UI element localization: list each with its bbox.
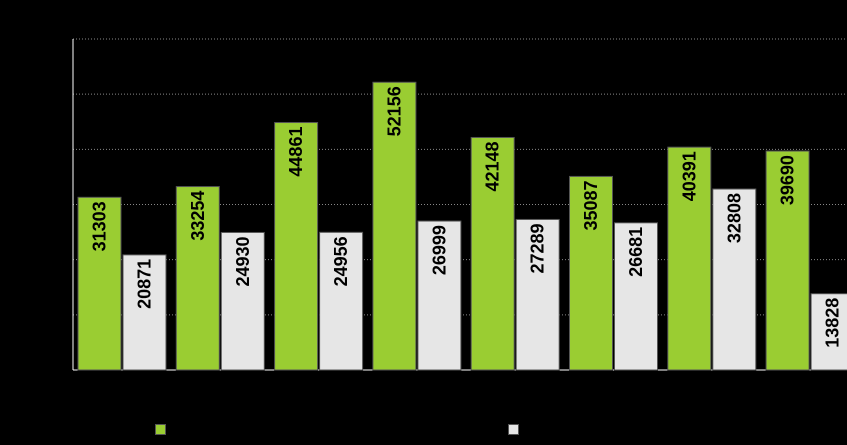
bar-series-2 — [515, 218, 560, 371]
bar-series-2 — [122, 254, 167, 371]
bar-series-1 — [175, 186, 220, 371]
bar-data-label: 31303 — [90, 201, 110, 251]
legend-item-series-2 — [508, 424, 519, 435]
bar-data-label: 24956 — [331, 236, 351, 286]
bar-series-2 — [319, 231, 364, 371]
bar-data-label: 40391 — [679, 151, 699, 201]
bar-data-label: 27289 — [528, 223, 548, 273]
bar-data-label: 32808 — [724, 193, 744, 243]
bar-data-label: 26681 — [626, 227, 646, 277]
bar-series-2 — [417, 220, 462, 371]
legend-swatch-series-1 — [155, 424, 166, 435]
bar-series-2 — [810, 293, 847, 371]
bar-series-1 — [77, 196, 122, 371]
bar-data-label: 35087 — [581, 180, 601, 230]
bar-data-label: 24930 — [233, 236, 253, 286]
bar-series-1 — [470, 136, 515, 371]
bar-data-label: 39690 — [778, 155, 798, 205]
bar-series-1 — [274, 122, 319, 371]
bar-series-2 — [614, 222, 658, 371]
bar-series-1 — [765, 150, 810, 371]
bar-data-label: 33254 — [188, 191, 208, 241]
bar-data-label: 44861 — [286, 127, 306, 177]
bar-data-label: 52156 — [384, 86, 404, 136]
bar-series-1 — [372, 81, 417, 371]
bar-series-1 — [569, 175, 613, 371]
bar-data-label: 13828 — [823, 298, 843, 348]
bar-series-2 — [220, 231, 265, 371]
bar-data-label: 20871 — [135, 259, 155, 309]
legend-item-series-1 — [155, 424, 166, 435]
legend-swatch-series-2 — [508, 424, 519, 435]
bar-data-label: 42148 — [483, 141, 503, 191]
bar-series-1 — [667, 146, 712, 371]
bar-series-2 — [712, 188, 757, 371]
bar-data-label: 26999 — [429, 225, 449, 275]
